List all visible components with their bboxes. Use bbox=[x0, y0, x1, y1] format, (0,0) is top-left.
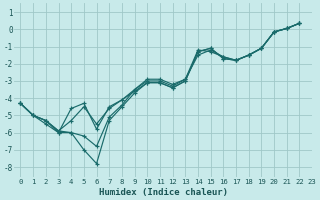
X-axis label: Humidex (Indice chaleur): Humidex (Indice chaleur) bbox=[99, 188, 228, 197]
